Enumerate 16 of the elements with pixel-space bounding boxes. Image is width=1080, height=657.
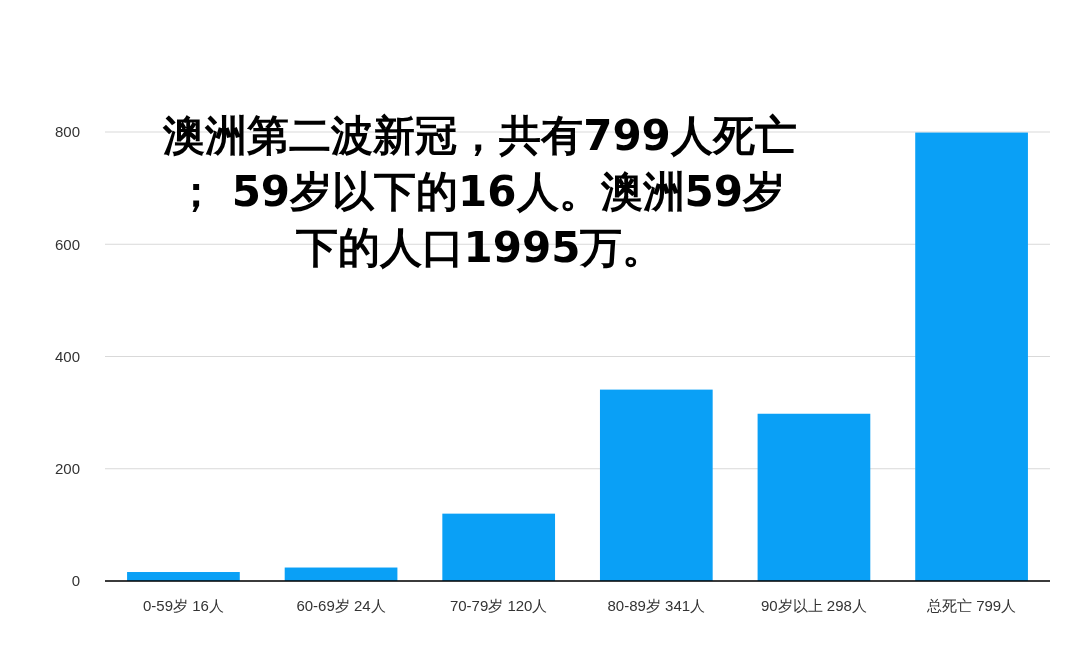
bar (915, 132, 1028, 581)
x-tick-label: 总死亡 799人 (925, 597, 1017, 614)
y-tick-label: 600 (54, 235, 80, 253)
text: 澳洲第二波新冠，共有799人死亡； 59岁以下的16人。澳洲59岁下的人口1995万。 (162, 111, 797, 272)
y-tick-label: 800 (54, 123, 80, 141)
x-tick-label: 60-69岁 24人 (296, 597, 386, 614)
x-tick-label: 70-79岁 120人 (449, 597, 548, 614)
y-tick-label: 0 (71, 572, 80, 590)
bar (442, 513, 556, 581)
y-tick-label: 200 (54, 460, 80, 477)
bar (599, 389, 713, 581)
bar (757, 413, 871, 581)
y-tick-label: 400 (54, 347, 80, 365)
x-tick-label: 90岁以上 298人 (761, 597, 867, 614)
x-tick-label: 0-59岁 16人 (142, 597, 224, 614)
x-tick-label: 80-89岁 341人 (607, 597, 706, 614)
